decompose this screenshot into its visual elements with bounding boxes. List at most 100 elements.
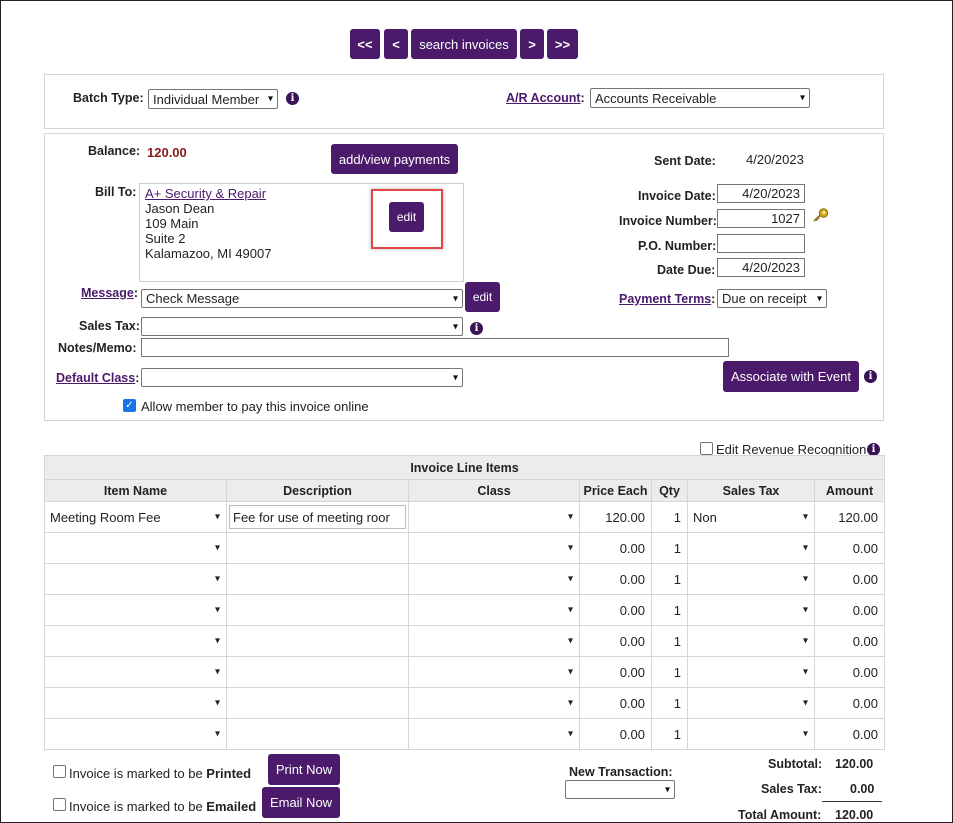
qty-cell[interactable]: 1	[651, 563, 688, 595]
key-icon[interactable]	[811, 206, 831, 222]
price-each-cell[interactable]: 0.00	[579, 594, 652, 626]
class-select[interactable]: ▾	[411, 660, 577, 684]
line-sales-tax-select[interactable]: ▾	[690, 722, 812, 746]
allow-online-payment-checkbox[interactable]: ✓	[123, 399, 136, 412]
class-select[interactable]: ▾	[411, 536, 577, 560]
message-edit-button[interactable]: edit	[465, 282, 500, 312]
email-now-button[interactable]: Email Now	[262, 787, 340, 818]
class-select[interactable]: ▾	[411, 691, 577, 715]
qty-cell[interactable]: 1	[651, 501, 688, 533]
qty-cell[interactable]: 1	[651, 625, 688, 657]
item-name-cell[interactable]: ▾	[44, 656, 227, 688]
print-now-button[interactable]: Print Now	[268, 754, 340, 785]
item-name-cell[interactable]: ▾	[44, 563, 227, 595]
line-sales-tax-select[interactable]: ▾	[690, 598, 812, 622]
item-name-cell[interactable]: ▾	[44, 625, 227, 657]
first-invoice-button[interactable]: <<	[350, 29, 380, 59]
price-each-cell[interactable]: 0.00	[579, 625, 652, 657]
class-cell[interactable]: ▾	[408, 594, 580, 626]
next-invoice-button[interactable]: >	[520, 29, 544, 59]
previous-invoice-button[interactable]: <	[384, 29, 408, 59]
po-number-input[interactable]	[717, 234, 805, 253]
emailed-checkbox[interactable]	[53, 798, 66, 811]
class-select[interactable]: ▾	[411, 567, 577, 591]
line-sales-tax-select[interactable]: Non ▾	[690, 505, 812, 529]
price-each-cell[interactable]: 0.00	[579, 687, 652, 719]
info-icon[interactable]: i	[286, 92, 299, 105]
sales-tax-select[interactable]: ▾	[141, 317, 463, 336]
item-name-cell[interactable]: ▾	[44, 594, 227, 626]
item-name-cell[interactable]: ▾	[44, 718, 227, 750]
message-label[interactable]: Message:	[81, 286, 138, 300]
class-cell[interactable]: ▾	[408, 656, 580, 688]
sales-tax-cell[interactable]: ▾	[687, 687, 815, 719]
class-cell[interactable]: ▾	[408, 687, 580, 719]
payment-terms-link[interactable]: Payment Terms	[619, 292, 712, 306]
qty-cell[interactable]: 1	[651, 532, 688, 564]
info-icon[interactable]: i	[470, 322, 483, 335]
qty-cell[interactable]: 1	[651, 687, 688, 719]
info-icon[interactable]: i	[864, 370, 877, 383]
invoice-date-input[interactable]: 4/20/2023	[717, 184, 805, 203]
message-select[interactable]: Check Message ▾	[141, 289, 463, 308]
item-name-select[interactable]: ▾	[47, 722, 224, 746]
qty-cell[interactable]: 1	[651, 718, 688, 750]
description-input[interactable]: Fee for use of meeting roor	[229, 505, 406, 529]
description-input[interactable]	[229, 536, 406, 560]
sales-tax-cell[interactable]: ▾	[687, 718, 815, 750]
description-input[interactable]	[229, 691, 406, 715]
batch-type-select[interactable]: Individual Member ▾	[148, 89, 278, 109]
description-cell[interactable]: Fee for use of meeting roor	[226, 501, 409, 533]
description-cell[interactable]	[226, 594, 409, 626]
price-each-cell[interactable]: 0.00	[579, 656, 652, 688]
sales-tax-cell[interactable]: ▾	[687, 625, 815, 657]
message-link[interactable]: Message	[81, 286, 134, 300]
description-cell[interactable]	[226, 687, 409, 719]
info-icon[interactable]: i	[867, 443, 880, 456]
class-select[interactable]: ▾	[411, 722, 577, 746]
sales-tax-cell[interactable]: Non ▾	[687, 501, 815, 533]
description-cell[interactable]	[226, 718, 409, 750]
line-sales-tax-select[interactable]: ▾	[690, 567, 812, 591]
notes-memo-input[interactable]	[141, 338, 729, 357]
default-class-label[interactable]: Default Class:	[56, 371, 139, 385]
class-cell[interactable]: ▾	[408, 501, 580, 533]
price-each-cell[interactable]: 0.00	[579, 563, 652, 595]
description-cell[interactable]	[226, 532, 409, 564]
class-cell[interactable]: ▾	[408, 563, 580, 595]
search-invoices-button[interactable]: search invoices	[411, 29, 517, 59]
printed-checkbox[interactable]	[53, 765, 66, 778]
ar-account-link[interactable]: A/R Account	[506, 91, 581, 105]
class-select[interactable]: ▾	[411, 629, 577, 653]
line-sales-tax-select[interactable]: ▾	[690, 629, 812, 653]
class-cell[interactable]: ▾	[408, 718, 580, 750]
price-each-cell[interactable]: 0.00	[579, 532, 652, 564]
description-input[interactable]	[229, 660, 406, 684]
qty-cell[interactable]: 1	[651, 594, 688, 626]
payment-terms-select[interactable]: Due on receipt ▾	[717, 289, 827, 308]
description-input[interactable]	[229, 722, 406, 746]
item-name-select[interactable]: ▾	[47, 691, 224, 715]
associate-with-event-button[interactable]: Associate with Event	[723, 361, 859, 392]
class-cell[interactable]: ▾	[408, 625, 580, 657]
description-cell[interactable]	[226, 563, 409, 595]
line-sales-tax-select[interactable]: ▾	[690, 660, 812, 684]
qty-cell[interactable]: 1	[651, 656, 688, 688]
sales-tax-cell[interactable]: ▾	[687, 563, 815, 595]
default-class-select[interactable]: ▾	[141, 368, 463, 387]
ar-account-select[interactable]: Accounts Receivable ▾	[590, 88, 810, 108]
add-view-payments-button[interactable]: add/view payments	[331, 144, 458, 174]
bill-to-company-link[interactable]: A+ Security & Repair	[145, 186, 267, 201]
description-input[interactable]	[229, 567, 406, 591]
item-name-select[interactable]: ▾	[47, 536, 224, 560]
class-select[interactable]: ▾	[411, 505, 577, 529]
invoice-number-input[interactable]: 1027	[717, 209, 805, 228]
line-sales-tax-select[interactable]: ▾	[690, 536, 812, 560]
sales-tax-cell[interactable]: ▾	[687, 532, 815, 564]
item-name-select[interactable]: Meeting Room Fee ▾	[47, 505, 224, 529]
item-name-cell[interactable]: ▾	[44, 532, 227, 564]
sales-tax-cell[interactable]: ▾	[687, 594, 815, 626]
description-cell[interactable]	[226, 656, 409, 688]
payment-terms-label[interactable]: Payment Terms:	[619, 292, 715, 306]
bill-to-edit-button[interactable]: edit	[389, 202, 424, 232]
